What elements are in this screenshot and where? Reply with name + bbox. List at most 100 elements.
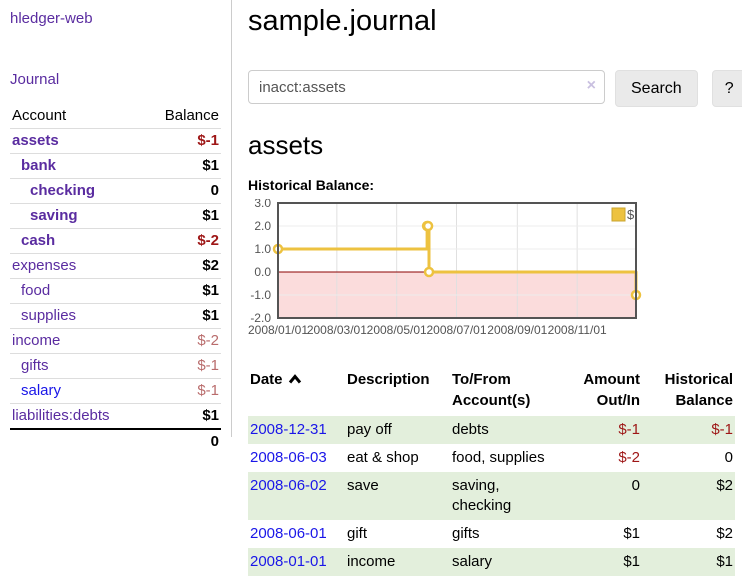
account-link[interactable]: saving — [30, 207, 78, 224]
transaction-description: eat & shop — [347, 449, 419, 466]
register-header-date[interactable]: Date — [248, 367, 345, 416]
transaction-accounts: debts — [452, 421, 489, 438]
transaction-description: gift — [347, 525, 368, 542]
transaction-row[interactable]: 2008-12-31 pay off debts $-1 $-1 — [248, 416, 735, 444]
account-heading: assets — [248, 130, 324, 160]
transaction-balance: $2 — [716, 525, 733, 542]
account-row: gifts $-1 — [10, 353, 221, 379]
account-balance: $-1 — [197, 132, 219, 149]
account-link[interactable]: salary — [21, 382, 62, 399]
transaction-date-link[interactable]: 2008-06-01 — [250, 525, 327, 542]
transaction-date-link[interactable]: 2008-06-02 — [250, 477, 327, 494]
x-tick-label: 2008/03/01 — [307, 323, 367, 337]
transaction-balance: $1 — [716, 553, 733, 570]
transaction-accounts: saving, checking — [452, 477, 512, 514]
main-content: sample.journal × Search ? assets Histori… — [248, 0, 742, 576]
account-row: saving $1 — [10, 203, 221, 229]
account-balance: $-2 — [197, 332, 219, 349]
account-link[interactable]: cash — [21, 232, 56, 249]
y-tick-label: 0.0 — [254, 265, 271, 279]
sort-ascending-icon — [288, 369, 302, 390]
page-title: sample.journal — [248, 5, 437, 37]
transaction-row[interactable]: 2008-06-02 save saving, checking 0 $2 — [248, 472, 735, 520]
accounts-header-balance: Balance — [164, 107, 219, 124]
transaction-row[interactable]: 2008-06-03 eat & shop food, supplies $-2… — [248, 444, 735, 472]
account-balance: $1 — [202, 157, 219, 174]
data-point[interactable] — [423, 266, 435, 278]
data-point[interactable] — [422, 220, 434, 232]
plot-border — [277, 202, 637, 319]
account-row: liabilities:debts $1 — [10, 403, 221, 429]
register-header-amount: Amount Out/In — [583, 371, 640, 409]
search-form: × Search ? — [248, 70, 742, 107]
transaction-description: pay off — [347, 421, 392, 438]
register-header-accounts: To/From Account(s) — [452, 371, 531, 409]
account-balance: $1 — [202, 282, 219, 299]
x-tick-label: 2008/05/01 — [367, 323, 427, 337]
register-header-balance: Historical Balance — [664, 371, 733, 409]
account-balance: $1 — [202, 307, 219, 324]
transaction-balance: $-1 — [711, 421, 733, 438]
account-balance: $-2 — [197, 232, 219, 249]
transaction-accounts: food, supplies — [452, 449, 545, 466]
account-row: income $-2 — [10, 328, 221, 354]
sidebar-item-journal[interactable]: Journal — [10, 71, 60, 88]
account-link[interactable]: expenses — [12, 257, 77, 274]
x-tick-label: 2008/07/01 — [426, 323, 486, 337]
account-link[interactable]: liabilities:debts — [12, 407, 110, 424]
historical-balance-chart[interactable]: $3.0 2.0 1.0 0.0 -1.0 -2.0 2008/01/01 2008/03/0… — [248, 196, 735, 349]
account-link[interactable]: gifts — [21, 357, 49, 374]
app-brand-link[interactable]: hledger-web — [10, 10, 93, 27]
transaction-date-link[interactable]: 2008-12-31 — [250, 421, 327, 438]
transaction-date-link[interactable]: 2008-06-03 — [250, 449, 327, 466]
account-link[interactable]: checking — [30, 182, 96, 199]
account-row: salary $-1 — [10, 378, 221, 404]
clear-search-icon[interactable]: × — [586, 77, 596, 94]
account-link[interactable]: income — [12, 332, 61, 349]
account-row: cash $-2 — [10, 228, 221, 254]
accounts-table-header-row: Account Balance — [10, 104, 221, 129]
account-link[interactable]: assets — [12, 132, 59, 149]
register-header-row: Date Description To/From Account(s) Amou… — [248, 367, 735, 416]
transaction-amount: 0 — [631, 477, 640, 494]
transaction-date-link[interactable]: 2008-01-01 — [250, 553, 327, 570]
account-row: supplies $1 — [10, 303, 221, 329]
account-balance: $1 — [202, 207, 219, 224]
account-row: food $1 — [10, 278, 221, 304]
transaction-row[interactable]: 2008-06-01 gift gifts $1 $2 — [248, 520, 735, 548]
transaction-balance: $2 — [716, 477, 733, 494]
legend-label: $ — [627, 207, 635, 222]
account-link[interactable]: bank — [21, 157, 57, 174]
y-tick-label: -1.0 — [250, 288, 271, 302]
y-tick-label: 1.0 — [254, 242, 271, 256]
account-balance: $2 — [202, 257, 219, 274]
x-tick-label: 2008/01/01 — [248, 323, 308, 337]
account-balance: $1 — [202, 407, 219, 424]
y-tick-label: -2.0 — [250, 311, 271, 325]
account-balance: $-1 — [197, 382, 219, 399]
account-balance: $-1 — [197, 357, 219, 374]
account-link[interactable]: supplies — [21, 307, 77, 324]
transaction-amount: $-2 — [618, 449, 640, 466]
transaction-row[interactable]: 2008-01-01 income salary $1 $1 — [248, 548, 735, 576]
transaction-amount: $1 — [623, 553, 640, 570]
search-input-wrap: × — [248, 70, 605, 104]
transaction-description: save — [347, 477, 379, 494]
transaction-accounts: salary — [452, 553, 493, 570]
transaction-description: income — [347, 553, 396, 570]
search-button[interactable]: Search — [615, 70, 698, 107]
y-tick-label: 2.0 — [254, 219, 271, 233]
transaction-amount: $-1 — [618, 421, 640, 438]
x-tick-label: 2008/11/01 — [548, 323, 607, 337]
account-link[interactable]: food — [21, 282, 51, 299]
accounts-table: Account Balance assets $-1 bank $1 check… — [10, 104, 221, 454]
transaction-amount: $1 — [623, 525, 640, 542]
accounts-total-row: 0 — [10, 429, 221, 454]
y-tick-label: 3.0 — [254, 199, 271, 210]
account-row: assets $-1 — [10, 128, 221, 154]
accounts-total-value: 0 — [210, 433, 219, 450]
x-tick-label: 2008/09/01 — [487, 323, 547, 337]
transaction-accounts: gifts — [452, 525, 480, 542]
search-input[interactable] — [248, 70, 605, 104]
help-button[interactable]: ? — [711, 70, 742, 107]
